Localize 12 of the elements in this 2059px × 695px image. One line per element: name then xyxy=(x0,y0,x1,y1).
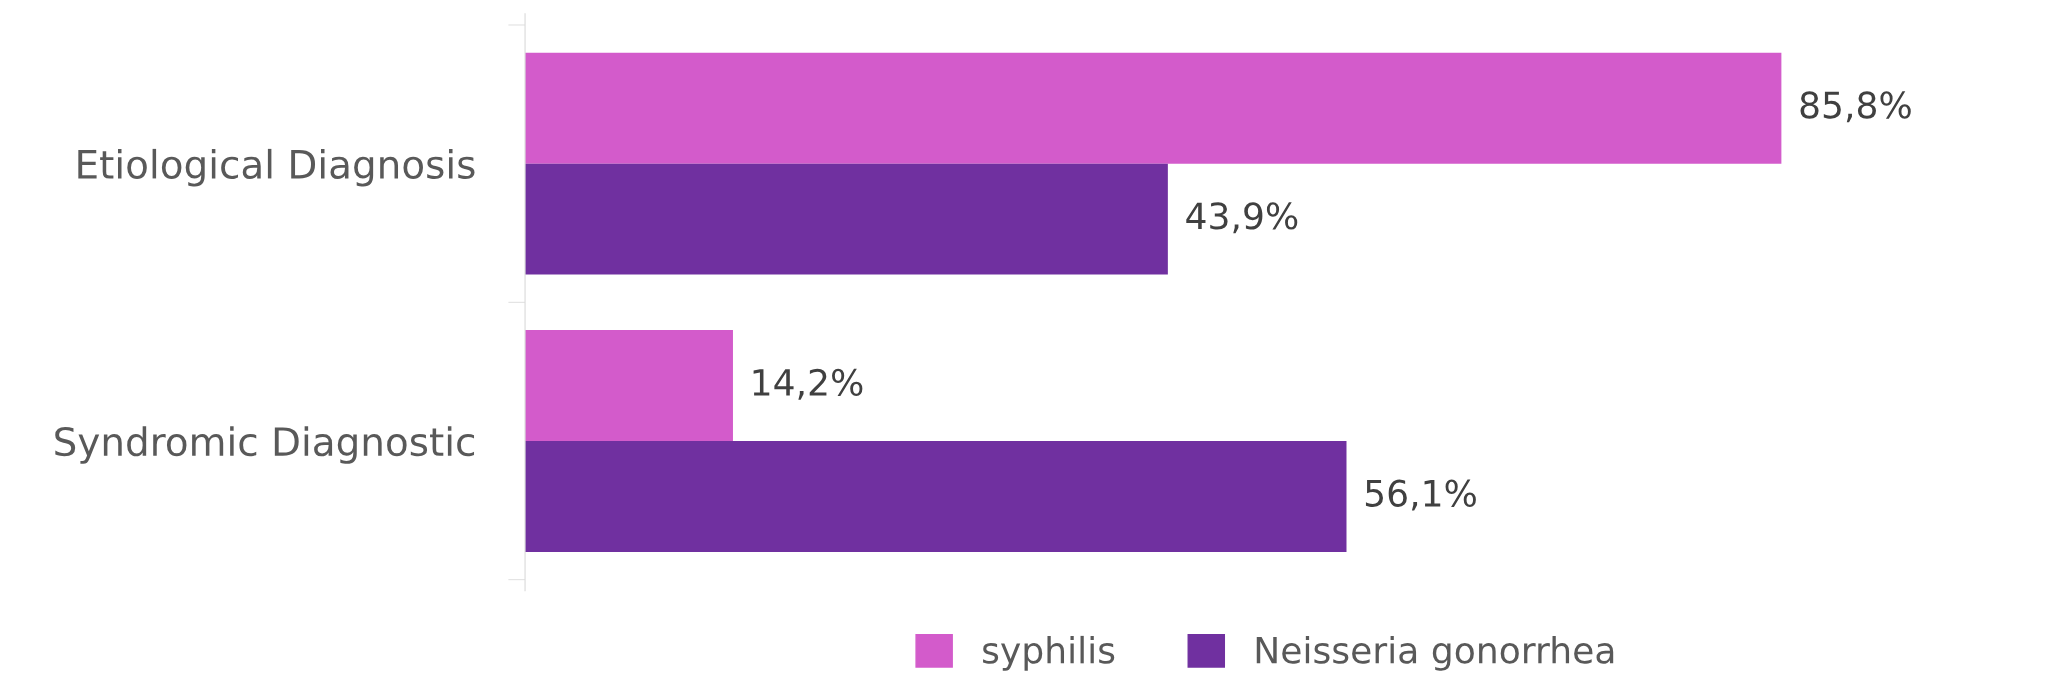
y-tick-label: Etiological Diagnosis xyxy=(78,148,475,187)
bar xyxy=(525,330,733,441)
bar xyxy=(525,440,1347,552)
data-label: 43,9% xyxy=(1186,202,1298,234)
y-tick-label: Syndromic Diagnostic xyxy=(55,426,475,464)
bar xyxy=(525,52,1782,164)
data-label: 56,1% xyxy=(1365,479,1476,511)
bar xyxy=(525,163,1168,275)
data-label: 85,8% xyxy=(1800,91,1911,123)
legend-label: syphilis xyxy=(983,635,1115,671)
data-label: 14,2% xyxy=(753,368,863,400)
legend-label: Neisseria gonorrhea xyxy=(1256,635,1614,671)
